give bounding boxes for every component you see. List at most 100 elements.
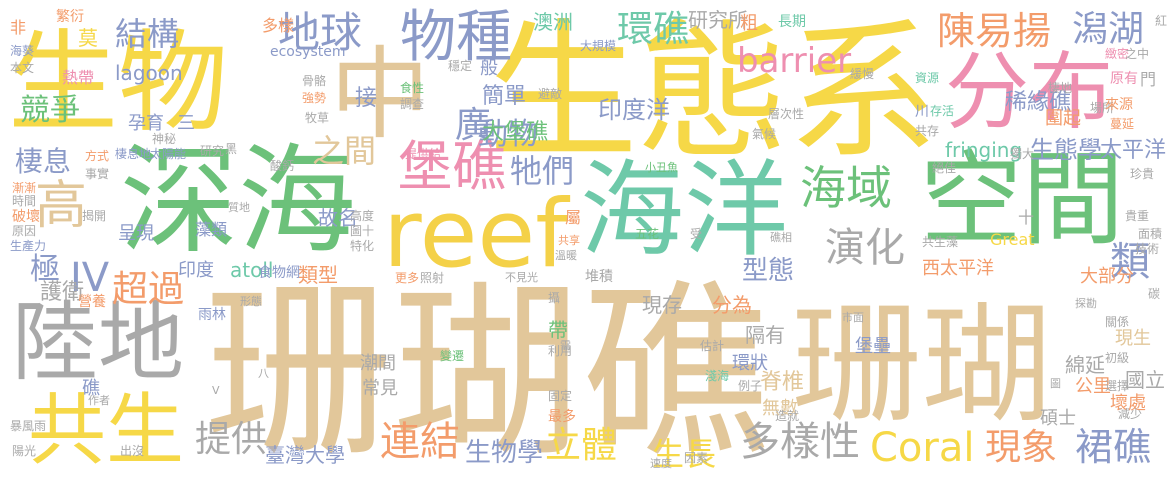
word-enclose: 圍起 — [1045, 108, 1081, 129]
word-plus: 十 — [1018, 208, 1035, 227]
word-example: 例子 — [738, 379, 763, 393]
word-hierarchy: 層次性 — [768, 107, 805, 121]
word-barrier-reef: 堡礁 — [398, 135, 506, 198]
word-space: 空間 — [920, 141, 1124, 260]
word-red: 紅 — [1155, 14, 1168, 28]
word-three-d: 立體 — [545, 425, 618, 466]
word-phenomenon: 現象 — [985, 427, 1058, 468]
word-they: 牠們 — [510, 152, 575, 190]
word-quality: 質地 — [228, 201, 250, 214]
word-bastion: 堡壘 — [855, 336, 891, 357]
word-explore: 探勘 — [1075, 297, 1097, 310]
word-kind: 類型 — [298, 263, 338, 287]
word-exceed: 超過 — [112, 269, 185, 310]
word-existing: 現存 — [642, 293, 682, 317]
word-illustration: 圖十 — [350, 224, 375, 238]
word-land: 陸地 — [12, 293, 184, 393]
word-simple: 簡單 — [482, 84, 527, 109]
word-destroy: 破壞 — [12, 209, 40, 225]
word-belongs: 屬 — [565, 208, 582, 227]
word-wide: 廣 — [455, 105, 492, 146]
word-author: 作者 — [88, 394, 110, 407]
word-rare-reef: 稀緣礁 — [1005, 90, 1072, 115]
word-storm: 暴風雨 — [10, 419, 47, 433]
word-coral-en: Coral — [870, 425, 975, 471]
word-extreme: 極 — [30, 252, 60, 287]
word-shape: 形態 — [240, 295, 262, 308]
word-climate: 氣候 — [752, 127, 777, 141]
word-tropical: 熱帶 — [62, 68, 95, 87]
word-real-life: 現生 — [1115, 328, 1151, 349]
word-connect: 連結 — [380, 419, 460, 465]
word-survive: 存活 — [930, 104, 955, 118]
word-symbiotic-algae: 共生藻 — [922, 235, 959, 249]
word-pregnancy: 孕育 — [128, 113, 164, 134]
word-great-en: Great — [990, 230, 1035, 249]
word-spread: 蔓延 — [1110, 117, 1135, 131]
word-distribution: 分布 — [945, 43, 1114, 141]
word-deep-sea: 深海 — [120, 132, 357, 270]
word-resource: 資源 — [915, 71, 940, 85]
word-avoid-enemy: 避敵 — [538, 87, 563, 101]
word-black: 黑 — [225, 142, 238, 156]
word-gradually: 漸漸 — [12, 181, 37, 195]
word-present: 呈現 — [118, 223, 154, 244]
word-unique: 獨大 — [1010, 147, 1035, 161]
word-not: 非 — [10, 18, 27, 37]
word-form: 型態 — [742, 256, 795, 286]
word-lagoon: lagoon — [115, 61, 183, 85]
word-between: 之間 — [312, 132, 377, 170]
word-algae: 藻類 — [195, 220, 228, 239]
word-fringing: fringing — [945, 138, 1023, 162]
word-majority: 大部分 — [1080, 266, 1134, 287]
word-most: 最多 — [548, 409, 576, 425]
word-specialize: 特化 — [350, 239, 375, 253]
word-coarse: 粗 — [740, 13, 758, 34]
word-protect: 護衛 — [40, 280, 85, 305]
word-stretch: 綿延 — [1065, 353, 1105, 377]
word-indian-ocean: 印度洋 — [598, 96, 670, 124]
word-animal: 動物 — [478, 117, 538, 152]
word-stable: 穩定 — [448, 59, 473, 73]
word-large-scale: 大規模 — [580, 39, 617, 53]
word-intertidal: 潮間 — [360, 353, 396, 374]
word-west-pacific: 西太平洋 — [922, 258, 994, 279]
word-atoll: atoll — [230, 258, 274, 282]
word-ecology: 生態學 — [1030, 136, 1102, 164]
word-organism: 生物 — [8, 19, 228, 147]
word-productivity: 生產力 — [10, 239, 47, 253]
word-km: 公里 — [1075, 376, 1111, 397]
word-three: 三 — [177, 113, 195, 134]
word-australia: 澳洲 — [533, 10, 573, 34]
word-sea-anemone: 海葵 — [10, 44, 35, 58]
word-reef: reef — [383, 180, 569, 289]
word-dense: 緻密 — [1105, 47, 1130, 61]
word-barrier: barrier — [737, 41, 852, 81]
word-master: 碩士 — [1040, 408, 1076, 429]
word-fact: 事實 — [85, 167, 110, 181]
word-lagoon-zh: 潟湖 — [1072, 9, 1145, 50]
word-change: 變遷 — [440, 349, 465, 363]
word-grow: 生長 — [652, 435, 717, 473]
word-divide: 分為 — [712, 293, 752, 317]
word-symbiosis: 共生 — [28, 386, 185, 476]
word-relation: 關係 — [1105, 315, 1130, 329]
word-subject: 受 — [690, 227, 703, 241]
word-extinct: 絕佳 — [932, 161, 957, 175]
word-survey: 調查 — [400, 97, 425, 111]
word-use: 利用 — [548, 344, 573, 358]
word-habitat2: 棲地 — [1048, 81, 1073, 95]
word-door: 門 — [1140, 70, 1157, 89]
word-grazing: 牧草 — [305, 111, 330, 125]
word-connect2: 接 — [355, 86, 378, 111]
word-shrink: 減少 — [1118, 407, 1143, 421]
word-original: 原有 — [1110, 71, 1138, 87]
word-eight: 八 — [258, 367, 269, 380]
word-chen-yiyang: 陳易揚 — [937, 9, 1052, 53]
word-national: 國立 — [1125, 368, 1165, 392]
word-pacific: 太平洋 — [1100, 138, 1167, 163]
word-mo: 莫 — [78, 26, 98, 50]
word-bad: 壞處 — [1110, 393, 1146, 414]
word-broken: 碳 — [1148, 287, 1161, 301]
word-compete: 競爭 — [20, 93, 80, 128]
